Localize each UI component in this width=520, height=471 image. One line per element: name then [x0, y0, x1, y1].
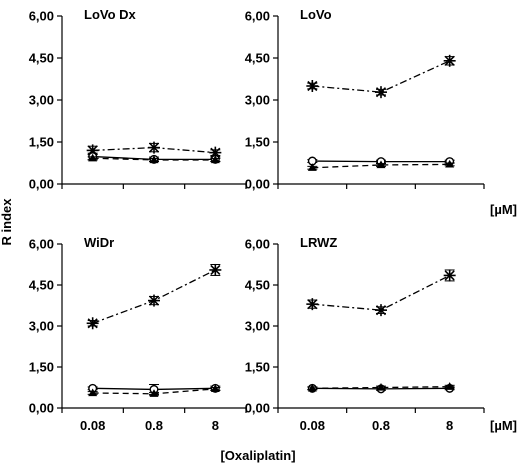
- triangle-marker: [88, 388, 98, 397]
- y-tick-label: 1,50: [29, 135, 54, 150]
- star-stroke: [210, 147, 221, 158]
- triangle-marker: [376, 383, 386, 391]
- star-marker: [375, 304, 387, 317]
- panel-4: 0,00 1,50 3,00 4,50 6,00 0.08 0.8 8 LRWZ: [245, 235, 485, 433]
- panel-title: LRWZ: [300, 235, 337, 250]
- x-tick-label: 0.8: [372, 418, 390, 433]
- y-tick-label: 6,00: [29, 237, 54, 252]
- star-stroke: [210, 264, 221, 276]
- panel-title: LoVo: [300, 7, 332, 22]
- star-stroke: [148, 295, 160, 306]
- x-tick-label: 8: [446, 418, 453, 433]
- series-line-star: [312, 274, 450, 311]
- x-tick-label: 0.08: [300, 418, 325, 433]
- star-stroke: [444, 55, 455, 66]
- triangle-marker: [210, 155, 220, 164]
- x-axis-label: [Oxaliplatin]: [220, 448, 295, 463]
- y-tick-label: 3,00: [29, 319, 54, 334]
- panel-2: 0,00 1,50 3,00 4,50 6,00 LoVo: [245, 7, 485, 192]
- y-tick-label: 0,00: [245, 401, 270, 416]
- triangle-marker: [445, 382, 455, 390]
- star-marker: [86, 317, 99, 330]
- y-tick-label: 3,00: [29, 93, 54, 108]
- panel-title: WiDr: [84, 235, 114, 250]
- star-stroke: [375, 305, 387, 316]
- x-tick-label: 0.8: [145, 418, 163, 433]
- star-marker: [443, 54, 456, 67]
- y-axis-label: R index: [0, 198, 14, 246]
- triangle-marker: [210, 384, 220, 393]
- star-marker: [443, 269, 456, 282]
- y-tick-label: 1,50: [245, 135, 270, 150]
- triangle-marker: [445, 159, 455, 168]
- triangle-marker: [376, 160, 386, 169]
- y-tick-label: 6,00: [245, 237, 270, 252]
- star-marker: [148, 141, 160, 154]
- y-tick-label: 6,00: [245, 9, 270, 24]
- panel-1: 0,00 1,50 3,00 4,50 6,00 LoVo Dx: [29, 7, 247, 192]
- x-tick-label: 0.08: [80, 418, 105, 433]
- star-stroke: [444, 270, 455, 281]
- star-stroke: [307, 80, 318, 92]
- star-marker: [209, 263, 222, 276]
- star-marker: [375, 86, 387, 99]
- panel-3: 0,00 1,50 3,00 4,50 6,00 0.08 0.8 8 WiDr: [29, 235, 247, 433]
- series-line-triangle: [312, 163, 450, 169]
- triangle-marker: [149, 155, 159, 164]
- y-tick-label: 4,50: [245, 278, 270, 293]
- star-stroke: [375, 87, 387, 98]
- triangle-marker: [149, 389, 159, 397]
- triangle-marker: [307, 383, 317, 392]
- star-marker: [306, 298, 319, 311]
- triangle-marker: [88, 153, 98, 162]
- y-tick-label: 0,00: [29, 177, 54, 192]
- star-stroke: [148, 142, 160, 153]
- y-tick-label: 4,50: [29, 51, 54, 66]
- series-line-triangle: [312, 386, 450, 389]
- y-tick-label: 4,50: [29, 278, 54, 293]
- star-marker: [148, 294, 160, 307]
- y-tick-label: 3,00: [245, 93, 270, 108]
- y-tick-label: 6,00: [29, 9, 54, 24]
- star-stroke: [307, 299, 318, 310]
- y-tick-label: 3,00: [245, 319, 270, 334]
- y-tick-label: 0,00: [29, 401, 54, 416]
- y-tick-label: 4,50: [245, 51, 270, 66]
- unit-label-top: [µM]: [490, 202, 517, 217]
- triangle-marker: [307, 163, 317, 171]
- unit-label-bottom: [µM]: [490, 418, 517, 433]
- star-marker: [306, 80, 319, 92]
- y-tick-label: 1,50: [29, 360, 54, 375]
- x-tick-label: 8: [212, 418, 219, 433]
- y-tick-label: 0,00: [245, 177, 270, 192]
- panel-title: LoVo Dx: [84, 7, 137, 22]
- y-tick-label: 1,50: [245, 360, 270, 375]
- star-stroke: [87, 318, 98, 329]
